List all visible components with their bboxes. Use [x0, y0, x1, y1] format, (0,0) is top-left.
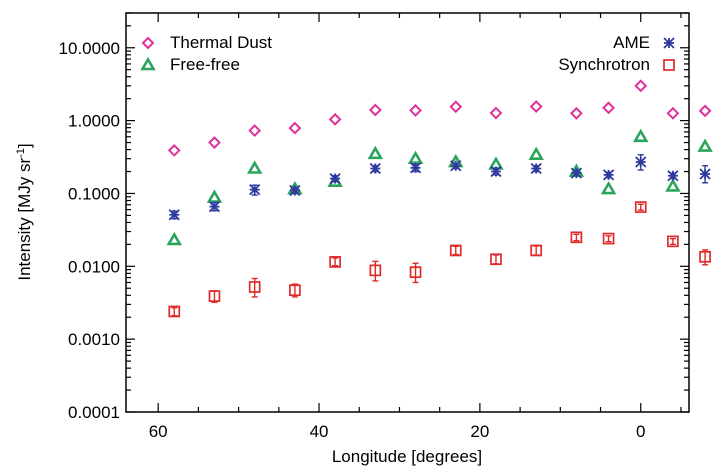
- tick-labels: 604020034032030010.00001.00000.10000.010…: [59, 39, 646, 441]
- y-axis-label-main: Intensity [MJy sr: [15, 158, 34, 281]
- data-point: [206, 189, 223, 203]
- data-point: [529, 100, 543, 113]
- data-point: [248, 281, 261, 293]
- legend-marker-synchrotron: [663, 59, 675, 71]
- data-point: [449, 100, 463, 114]
- legend-label-synchrotron: Synchrotron: [558, 55, 650, 74]
- data-point: [634, 201, 647, 213]
- data-point: [246, 160, 263, 174]
- data-point: [530, 162, 542, 175]
- data-point: [409, 266, 422, 279]
- data-point: [602, 101, 615, 115]
- data-point: [329, 172, 341, 185]
- data-point: [697, 138, 713, 152]
- x-axis-label: Longitude [degrees]: [332, 447, 482, 466]
- data-point: [666, 106, 680, 120]
- data-point: [208, 200, 221, 213]
- data-point: [570, 167, 583, 179]
- x-tick-label: 20: [470, 422, 489, 441]
- data-point: [369, 162, 381, 175]
- x-tick-label: 40: [310, 422, 329, 441]
- legend-marker-free-free: [140, 56, 156, 71]
- data-point: [289, 284, 301, 297]
- legend-label-ame: AME: [613, 33, 650, 52]
- data-point: [570, 231, 583, 244]
- legend-label-thermal-dust: Thermal Dust: [170, 33, 272, 52]
- y-axis-label-tail: ]: [15, 143, 34, 148]
- data-marks: [166, 79, 713, 318]
- data-point: [699, 168, 711, 180]
- data-point: [490, 253, 502, 266]
- data-point: [288, 121, 302, 135]
- data-point: [632, 128, 649, 143]
- data-point: [249, 183, 261, 196]
- data-point: [368, 103, 382, 117]
- data-point: [208, 136, 221, 149]
- x-tick-label: 60: [149, 422, 168, 441]
- series-synchrotron: [168, 201, 711, 318]
- data-point: [409, 162, 422, 174]
- legend-marker-ame: [663, 37, 675, 49]
- data-point: [407, 150, 424, 164]
- y-axis-label-superscript: -1: [15, 148, 27, 158]
- data-point: [328, 112, 342, 126]
- data-point: [489, 106, 503, 120]
- data-point: [635, 156, 647, 168]
- x-tick-label: 0: [636, 422, 645, 441]
- data-point: [602, 232, 615, 245]
- data-point: [167, 143, 181, 157]
- data-point: [166, 231, 183, 246]
- y-tick-label: 10.0000: [59, 39, 120, 58]
- data-point: [168, 209, 180, 221]
- data-point: [369, 264, 382, 277]
- data-point: [699, 250, 711, 263]
- y-tick-label: 0.0001: [68, 403, 120, 422]
- legend: Thermal Dust Free-free AME Synchrotron: [140, 33, 675, 74]
- legend-label-free-free: Free-free: [170, 55, 240, 74]
- data-point: [634, 79, 648, 93]
- data-point: [528, 146, 544, 161]
- series-thermal-dust: [167, 79, 712, 157]
- y-tick-label: 0.1000: [68, 184, 120, 203]
- data-point: [698, 104, 712, 118]
- data-point: [530, 244, 543, 257]
- data-point: [449, 244, 462, 257]
- plot-frame: [125, 12, 690, 413]
- y-axis-label: Intensity [MJy sr-1]: [15, 143, 34, 280]
- data-point: [602, 169, 615, 181]
- data-point: [168, 305, 181, 318]
- data-point: [665, 178, 681, 192]
- ticks: [126, 12, 689, 413]
- data-point: [367, 145, 384, 160]
- y-tick-label: 1.0000: [68, 112, 120, 131]
- data-point: [667, 235, 679, 248]
- legend-marker-thermal-dust: [141, 36, 155, 50]
- y-tick-label: 0.0010: [68, 330, 120, 349]
- data-point: [329, 256, 341, 268]
- data-point: [569, 106, 583, 120]
- data-point: [490, 165, 502, 178]
- data-point: [600, 180, 617, 195]
- series-ame: [168, 154, 711, 221]
- data-point: [409, 104, 422, 117]
- data-point: [208, 290, 221, 302]
- data-point: [248, 124, 262, 137]
- data-point: [667, 170, 679, 182]
- y-tick-label: 0.0100: [68, 257, 120, 276]
- data-point: [450, 160, 462, 172]
- data-point: [289, 184, 301, 197]
- series-free-free: [166, 128, 713, 246]
